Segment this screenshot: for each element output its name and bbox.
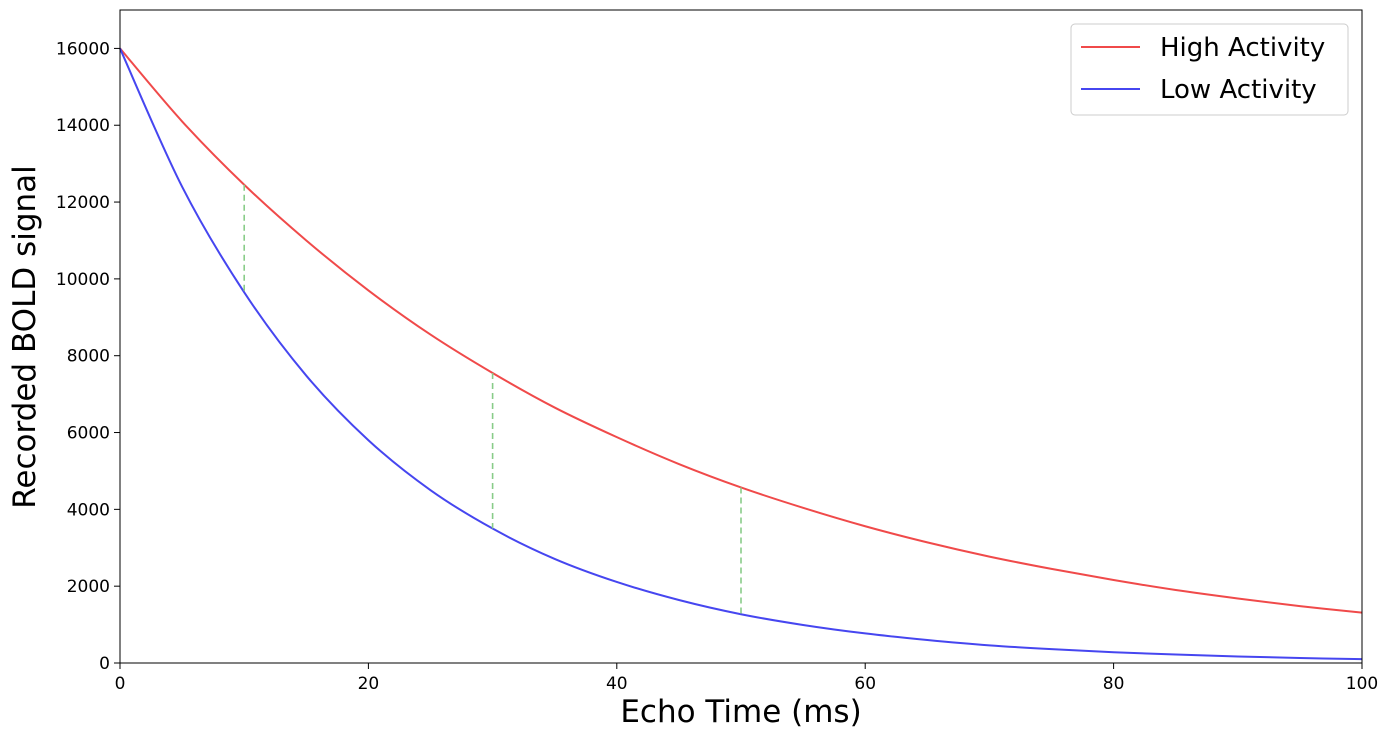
y-axis-title: Recorded BOLD signal: [7, 165, 43, 509]
y-tick-label: 10000: [56, 270, 110, 290]
x-tick-label: 60: [854, 674, 876, 694]
y-tick-label: 0: [99, 654, 110, 674]
x-axis-title: Echo Time (ms): [620, 694, 861, 730]
legend-box: [1070, 23, 1349, 116]
y-tick-label: 6000: [67, 424, 110, 444]
x-tick-label: 40: [606, 674, 628, 694]
y-tick-label: 12000: [56, 193, 110, 213]
series-line-low-activity: [119, 48, 1363, 661]
y-tick-label: 14000: [56, 116, 110, 136]
legend: High Activity Low Activity: [1070, 23, 1349, 116]
y-axis: 0 2000 4000 6000 8000 10000 12000 14000 16000: [56, 39, 120, 674]
y-tick-label: 4000: [67, 500, 110, 520]
series-line-high-activity: [119, 47, 1363, 614]
x-tick-label: 100: [1346, 674, 1378, 694]
y-tick-label: 16000: [56, 39, 110, 59]
y-tick-label: 2000: [67, 577, 110, 597]
legend-label: Low Activity: [1160, 75, 1317, 105]
x-axis: 0 20 40 60 80 100: [115, 663, 1378, 694]
legend-label: High Activity: [1160, 33, 1325, 63]
x-tick-label: 80: [1103, 674, 1125, 694]
x-tick-label: 0: [115, 674, 126, 694]
x-tick-label: 20: [358, 674, 380, 694]
plot-area: [119, 47, 1363, 661]
plot-frame: [119, 9, 1363, 664]
y-tick-label: 8000: [67, 347, 110, 367]
